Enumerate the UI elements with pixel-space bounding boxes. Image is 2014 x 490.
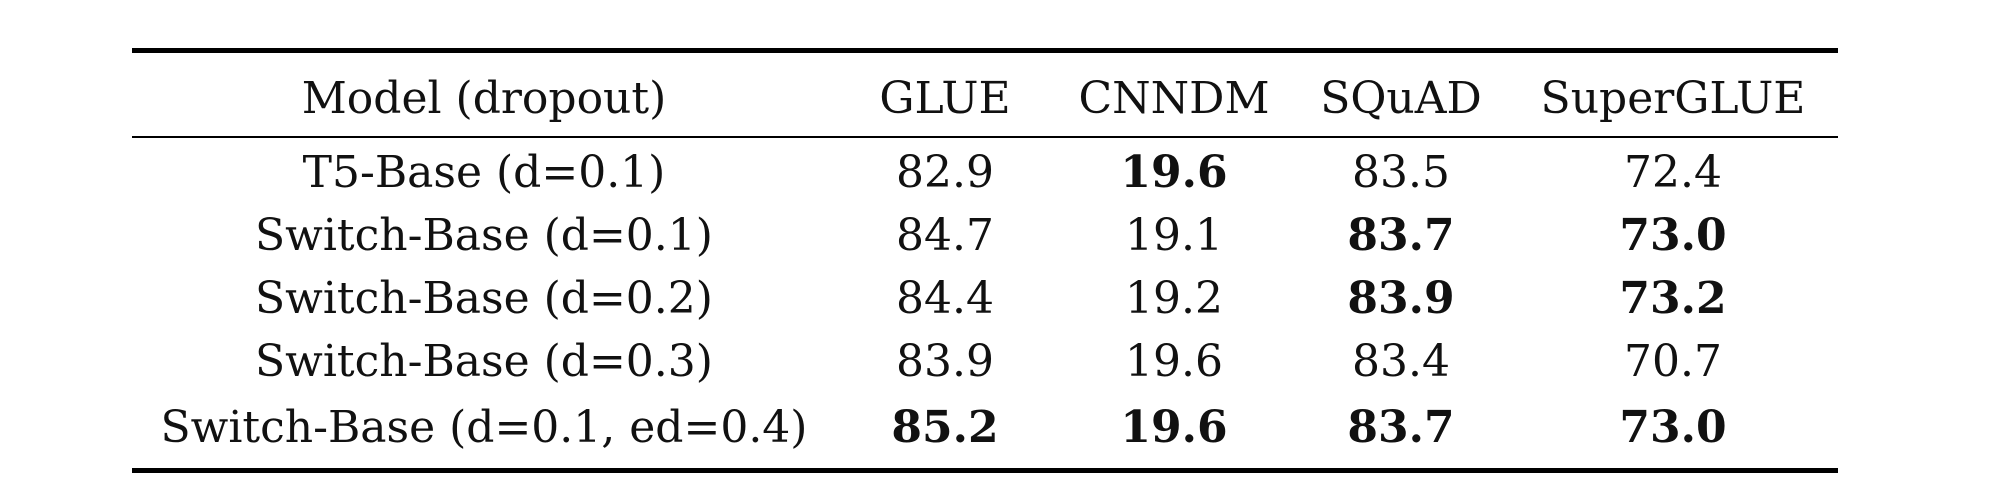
cell-model: Switch-Base (d=0.2) bbox=[255, 273, 713, 324]
cell-squad: 83.5 bbox=[1352, 147, 1450, 198]
cell-squad: 83.7 bbox=[1347, 401, 1455, 453]
cell-glue: 84.4 bbox=[896, 273, 994, 324]
cell-superglue: 73.0 bbox=[1619, 210, 1727, 261]
cell-model: Switch-Base (d=0.1) bbox=[255, 210, 713, 261]
cell-model: T5-Base (d=0.1) bbox=[302, 147, 666, 198]
table-row: T5-Base (d=0.1) 82.9 19.6 83.5 72.4 bbox=[132, 137, 1838, 205]
table-row: Switch-Base (d=0.3) 83.9 19.6 83.4 70.7 bbox=[132, 331, 1838, 394]
header-glue: GLUE bbox=[879, 73, 1011, 125]
cell-squad: 83.9 bbox=[1347, 273, 1455, 324]
cell-cnndm: 19.1 bbox=[1125, 210, 1223, 261]
results-table-container: Model (dropout) GLUE CNNDM SQuAD SuperGL… bbox=[132, 48, 1838, 473]
cell-squad: 83.7 bbox=[1347, 210, 1455, 261]
table-body: T5-Base (d=0.1) 82.9 19.6 83.5 72.4 Swit… bbox=[132, 137, 1838, 470]
cell-model: Switch-Base (d=0.3) bbox=[255, 336, 713, 387]
table-header: Model (dropout) GLUE CNNDM SQuAD SuperGL… bbox=[132, 50, 1838, 137]
cell-superglue: 70.7 bbox=[1624, 336, 1722, 387]
header-model: Model (dropout) bbox=[301, 73, 667, 125]
cell-superglue: 73.2 bbox=[1619, 273, 1727, 324]
cell-superglue: 73.0 bbox=[1619, 401, 1727, 453]
cell-glue: 82.9 bbox=[896, 147, 994, 198]
table-row: Switch-Base (d=0.1, ed=0.4) 85.2 19.6 83… bbox=[132, 394, 1838, 470]
table-row: Switch-Base (d=0.1) 84.7 19.1 83.7 73.0 bbox=[132, 205, 1838, 268]
cell-cnndm: 19.6 bbox=[1125, 336, 1223, 387]
cell-glue: 85.2 bbox=[891, 401, 999, 453]
header-squad: SQuAD bbox=[1320, 73, 1482, 125]
header-row: Model (dropout) GLUE CNNDM SQuAD SuperGL… bbox=[132, 50, 1838, 137]
header-superglue: SuperGLUE bbox=[1540, 73, 1806, 125]
table-row: Switch-Base (d=0.2) 84.4 19.2 83.9 73.2 bbox=[132, 268, 1838, 331]
cell-cnndm: 19.6 bbox=[1120, 147, 1228, 198]
cell-glue: 84.7 bbox=[896, 210, 994, 261]
header-cnndm: CNNDM bbox=[1078, 73, 1270, 125]
cell-glue: 83.9 bbox=[896, 336, 994, 387]
cell-superglue: 72.4 bbox=[1624, 147, 1722, 198]
cell-squad: 83.4 bbox=[1352, 336, 1450, 387]
cell-cnndm: 19.2 bbox=[1125, 273, 1223, 324]
cell-model: Switch-Base (d=0.1, ed=0.4) bbox=[160, 401, 808, 453]
results-table: Model (dropout) GLUE CNNDM SQuAD SuperGL… bbox=[132, 48, 1838, 473]
cell-cnndm: 19.6 bbox=[1120, 401, 1228, 453]
